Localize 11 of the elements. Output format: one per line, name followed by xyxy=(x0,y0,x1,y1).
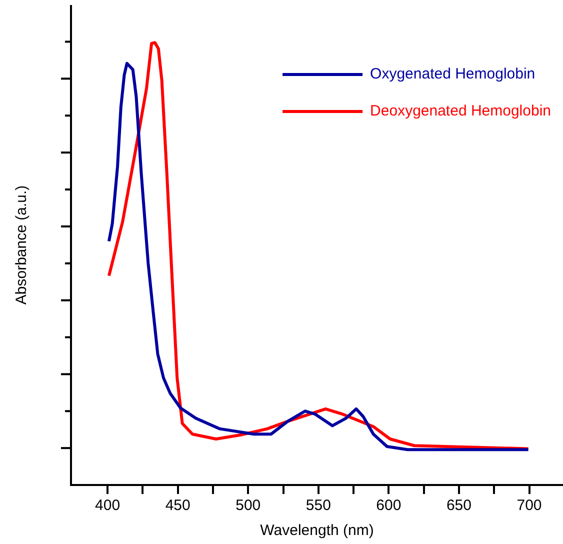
x-tick-label: 600 xyxy=(376,497,402,514)
x-tick-label: 450 xyxy=(165,497,190,514)
x-tick-label: 700 xyxy=(516,497,542,514)
x-tick-label: 550 xyxy=(306,497,331,514)
text: Oxygenated Hemoglobin xyxy=(370,66,536,83)
x-tick-label: 400 xyxy=(95,497,120,514)
x-axis-title: Wavelength (nm) xyxy=(260,522,374,540)
x-tick-label: 650 xyxy=(446,497,472,514)
x-tick-label: 500 xyxy=(236,497,261,514)
text: Deoxygenated Hemoglobin xyxy=(370,102,551,120)
y-axis-title: Absorbance (a.u.) xyxy=(13,185,30,305)
